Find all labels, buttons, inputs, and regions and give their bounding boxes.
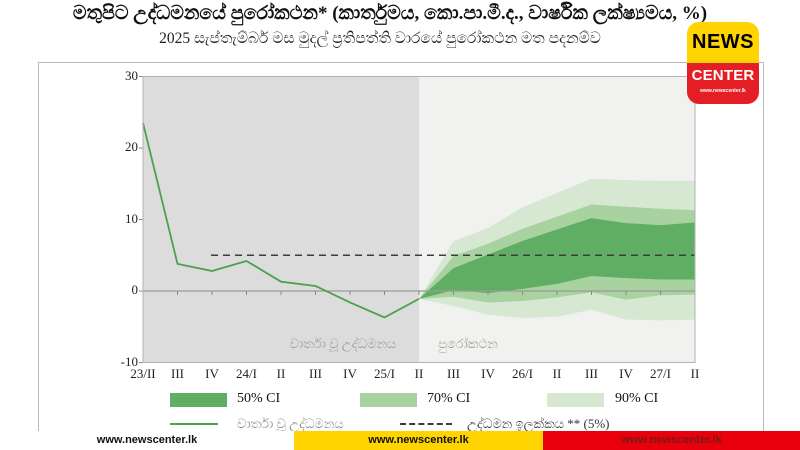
y-tick-label: 30 <box>125 67 138 83</box>
x-tick-label: III <box>171 366 184 381</box>
x-tick-label: II <box>690 366 700 381</box>
footer-watermark-right: www.newscenter.lk <box>543 431 800 450</box>
x-tick-label: III <box>309 366 322 381</box>
x-tick-label: IV <box>343 366 357 381</box>
page-subtitle: 2025 සැප්තැම්බර් මස මුදල් ප්‍රතිපත්ති වා… <box>159 30 601 47</box>
legend-label-recorded-inflation: වාර්තා වූ උද්ධමනය <box>237 416 344 431</box>
legend-swatch-90ci <box>547 393 604 407</box>
legend-swatch-50ci <box>170 393 227 407</box>
legend-label-50ci: 50% CI <box>237 391 281 406</box>
y-tick-label: 10 <box>125 210 138 226</box>
legend-line-sample <box>170 423 218 425</box>
y-tick-label: -10 <box>120 353 138 369</box>
x-tick-label: 26/I <box>512 366 533 381</box>
y-tick-label: 0 <box>131 282 139 297</box>
y-tick-label: 20 <box>125 139 138 154</box>
x-tick-label: 25/I <box>374 366 395 381</box>
x-tick-label: III <box>585 366 598 381</box>
x-tick-label: IV <box>481 366 495 381</box>
legend-label-90ci: 90% CI <box>615 391 659 406</box>
x-tick-label: IV <box>619 366 633 381</box>
legend-swatch-70ci <box>360 393 417 407</box>
x-tick-label: II <box>552 366 562 381</box>
legend-dash-sample <box>400 423 452 425</box>
logo-center-text: CENTER <box>691 67 755 84</box>
annotation-history: වාර්තා වූ උද්ධමනය <box>289 336 397 351</box>
logo-url-text: www.newscenter.lk <box>700 88 746 94</box>
x-tick-label: III <box>447 366 460 381</box>
legend-label-inflation-target: උද්ධමන ඉලක්කය ** (5%) <box>467 416 610 431</box>
x-tick-label: IV <box>205 366 219 381</box>
x-tick-label: II <box>276 366 286 381</box>
annotation-forecast: පුරෝකථන <box>438 336 498 351</box>
x-tick-label: II <box>414 366 424 381</box>
logo-news-text: NEWS <box>687 22 759 63</box>
x-tick-label: 24/I <box>236 366 257 381</box>
page-title: මතුපිට උද්ධමනයේ පුරෝකථන* (කාර්තුමය, කො.ප… <box>72 3 708 24</box>
x-tick-label: 27/I <box>650 366 671 381</box>
x-tick-label: 23/II <box>130 366 156 381</box>
legend-label-70ci: 70% CI <box>427 391 471 406</box>
logo-center-block: CENTER www.newscenter.lk <box>687 63 759 104</box>
footer-watermark-left: www.newscenter.lk <box>0 431 294 450</box>
footer-watermark-center: www.newscenter.lk <box>294 431 543 450</box>
news-center-logo: NEWS CENTER www.newscenter.lk <box>687 22 759 104</box>
